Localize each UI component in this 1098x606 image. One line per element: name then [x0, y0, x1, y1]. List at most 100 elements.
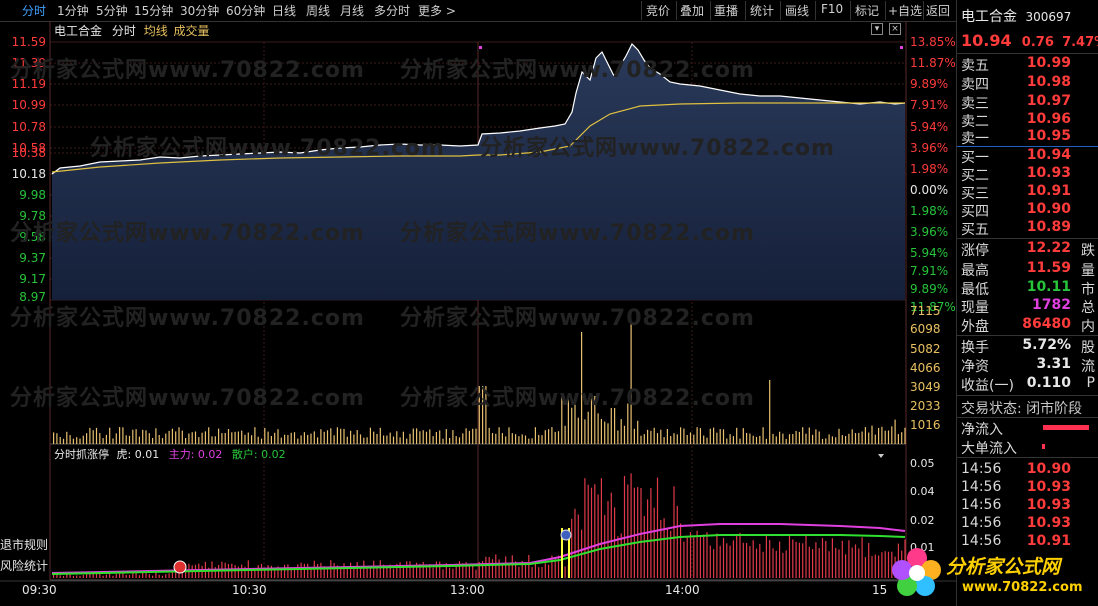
indicator-bar	[689, 532, 692, 578]
pct-tick: 7.91%	[910, 264, 949, 278]
volume-bar	[300, 435, 302, 444]
indicator-bar	[521, 560, 523, 578]
draw-line-button[interactable]: 画线	[785, 4, 810, 18]
tab-daily[interactable]: 日线	[272, 4, 297, 18]
volume-bar	[488, 427, 490, 444]
volume-bar	[564, 425, 566, 444]
tab-15min[interactable]: 15分钟	[134, 4, 174, 18]
indicator-bar	[115, 574, 117, 578]
volume-bar	[594, 396, 596, 444]
dropdown-icon[interactable]	[878, 454, 884, 458]
volume-bar	[752, 435, 754, 444]
volume-bar	[356, 430, 358, 444]
volume-bar	[713, 427, 715, 444]
add-watchlist-button[interactable]: +自选	[888, 4, 923, 18]
f10-button[interactable]: F10	[821, 2, 844, 16]
risk-stats-link[interactable]: 风险统计	[0, 559, 49, 573]
price-tick: 11.39	[11, 56, 46, 70]
indicator-bar	[696, 530, 698, 578]
volume-bar	[336, 427, 338, 444]
price-tick: 11.19	[11, 77, 46, 91]
stat-tail: 内	[1081, 319, 1095, 335]
volume-bar	[409, 433, 411, 444]
indicator-bar	[815, 542, 817, 578]
auction-button[interactable]: 竞价	[646, 4, 671, 18]
volume-bar	[422, 430, 424, 444]
stat-label: 收益(一)	[961, 378, 1014, 394]
tab-more[interactable]: 更多 >	[418, 4, 456, 18]
stat-label: 涨停	[961, 243, 989, 259]
volume-bar	[574, 403, 576, 444]
indicator-header: 分时抓涨停 虎: 0.01 主力: 0.02 散户: 0.02	[54, 446, 286, 462]
tab-monthly[interactable]: 月线	[340, 4, 365, 18]
volume-tick: 1016	[910, 418, 941, 432]
stat-row: 外盘 86480 内	[961, 316, 1095, 335]
volume-bar	[452, 430, 454, 444]
indicator-bar	[792, 539, 794, 578]
indicator-bar	[468, 564, 470, 578]
quote-price-row: 10.94 0.76 7.47%	[961, 31, 1098, 50]
quote-panel: 电工合金 300697 10.94 0.76 7.47% 卖五 10.99 卖四 1…	[956, 0, 1098, 606]
tab-5min[interactable]: 5分钟	[96, 4, 128, 18]
indicator-bar	[666, 529, 668, 578]
volume-bar	[511, 433, 513, 444]
pct-tick: 9.89%	[910, 282, 949, 296]
retail-line	[51, 534, 906, 575]
volume-bar	[376, 434, 378, 444]
stat-row: 涨停 12.22 跌	[961, 240, 1095, 259]
mark-button[interactable]: 标记	[855, 4, 880, 18]
indicator-bar	[458, 561, 461, 578]
tab-fenshi[interactable]: 分时	[22, 4, 47, 18]
indicator-bar	[656, 477, 659, 578]
indicator-bar	[838, 549, 840, 578]
replay-button[interactable]: 重播	[714, 4, 739, 18]
indicator-bar	[765, 535, 767, 578]
price-tick: 8.97	[19, 290, 46, 304]
volume-bar	[270, 436, 272, 444]
volume-bar	[323, 431, 325, 444]
bid-label: 买四	[961, 204, 989, 220]
close-icon[interactable]: ×	[889, 23, 901, 35]
tab-30min[interactable]: 30分钟	[180, 4, 220, 18]
tab-weekly[interactable]: 周线	[306, 4, 331, 18]
indicator-bar	[577, 514, 579, 578]
indicator-bar	[821, 538, 824, 578]
indicator-bar	[76, 575, 78, 578]
indicator-bar	[719, 545, 721, 578]
stat-label: 换手	[961, 340, 989, 356]
volume-bar	[132, 429, 134, 444]
indicator-bar	[284, 564, 286, 578]
stat-value: 86480	[1022, 316, 1071, 332]
indicator-bar	[241, 564, 243, 578]
settings-icon[interactable]: ▾	[871, 23, 883, 35]
volume-bar	[584, 419, 586, 444]
stats-button[interactable]: 统计	[750, 4, 775, 18]
indicator-bar	[633, 487, 635, 578]
volume-bar	[135, 429, 137, 444]
indicator-bar	[716, 533, 718, 578]
tab-60min[interactable]: 60分钟	[226, 4, 266, 18]
volume-bar	[491, 433, 494, 444]
overlay-button[interactable]: 叠加	[680, 4, 705, 18]
volume-bar	[696, 427, 698, 444]
ask-label: 卖二	[961, 114, 989, 130]
volume-bar	[736, 427, 738, 444]
indicator-bar	[706, 532, 708, 578]
volume-bar	[739, 438, 741, 444]
volume-bar	[89, 427, 91, 444]
volume-tick: 3049	[910, 380, 941, 394]
volume-bar	[79, 438, 81, 444]
tab-1min[interactable]: 1分钟	[57, 4, 89, 18]
volume-bar	[231, 432, 233, 444]
indicator-bar	[128, 574, 131, 578]
indicator-bars	[53, 473, 906, 578]
stat-value: 12.22	[1026, 240, 1071, 256]
volume-bar	[524, 435, 527, 444]
indicator-bar	[452, 568, 454, 578]
delisting-rules-link[interactable]: 退市规则	[0, 538, 49, 552]
volume-bar	[854, 433, 857, 444]
indicator-bar	[864, 557, 866, 578]
back-button[interactable]: 返回	[926, 4, 951, 18]
tab-multi[interactable]: 多分时	[374, 4, 411, 18]
avg-line-label: 均线	[143, 24, 168, 38]
